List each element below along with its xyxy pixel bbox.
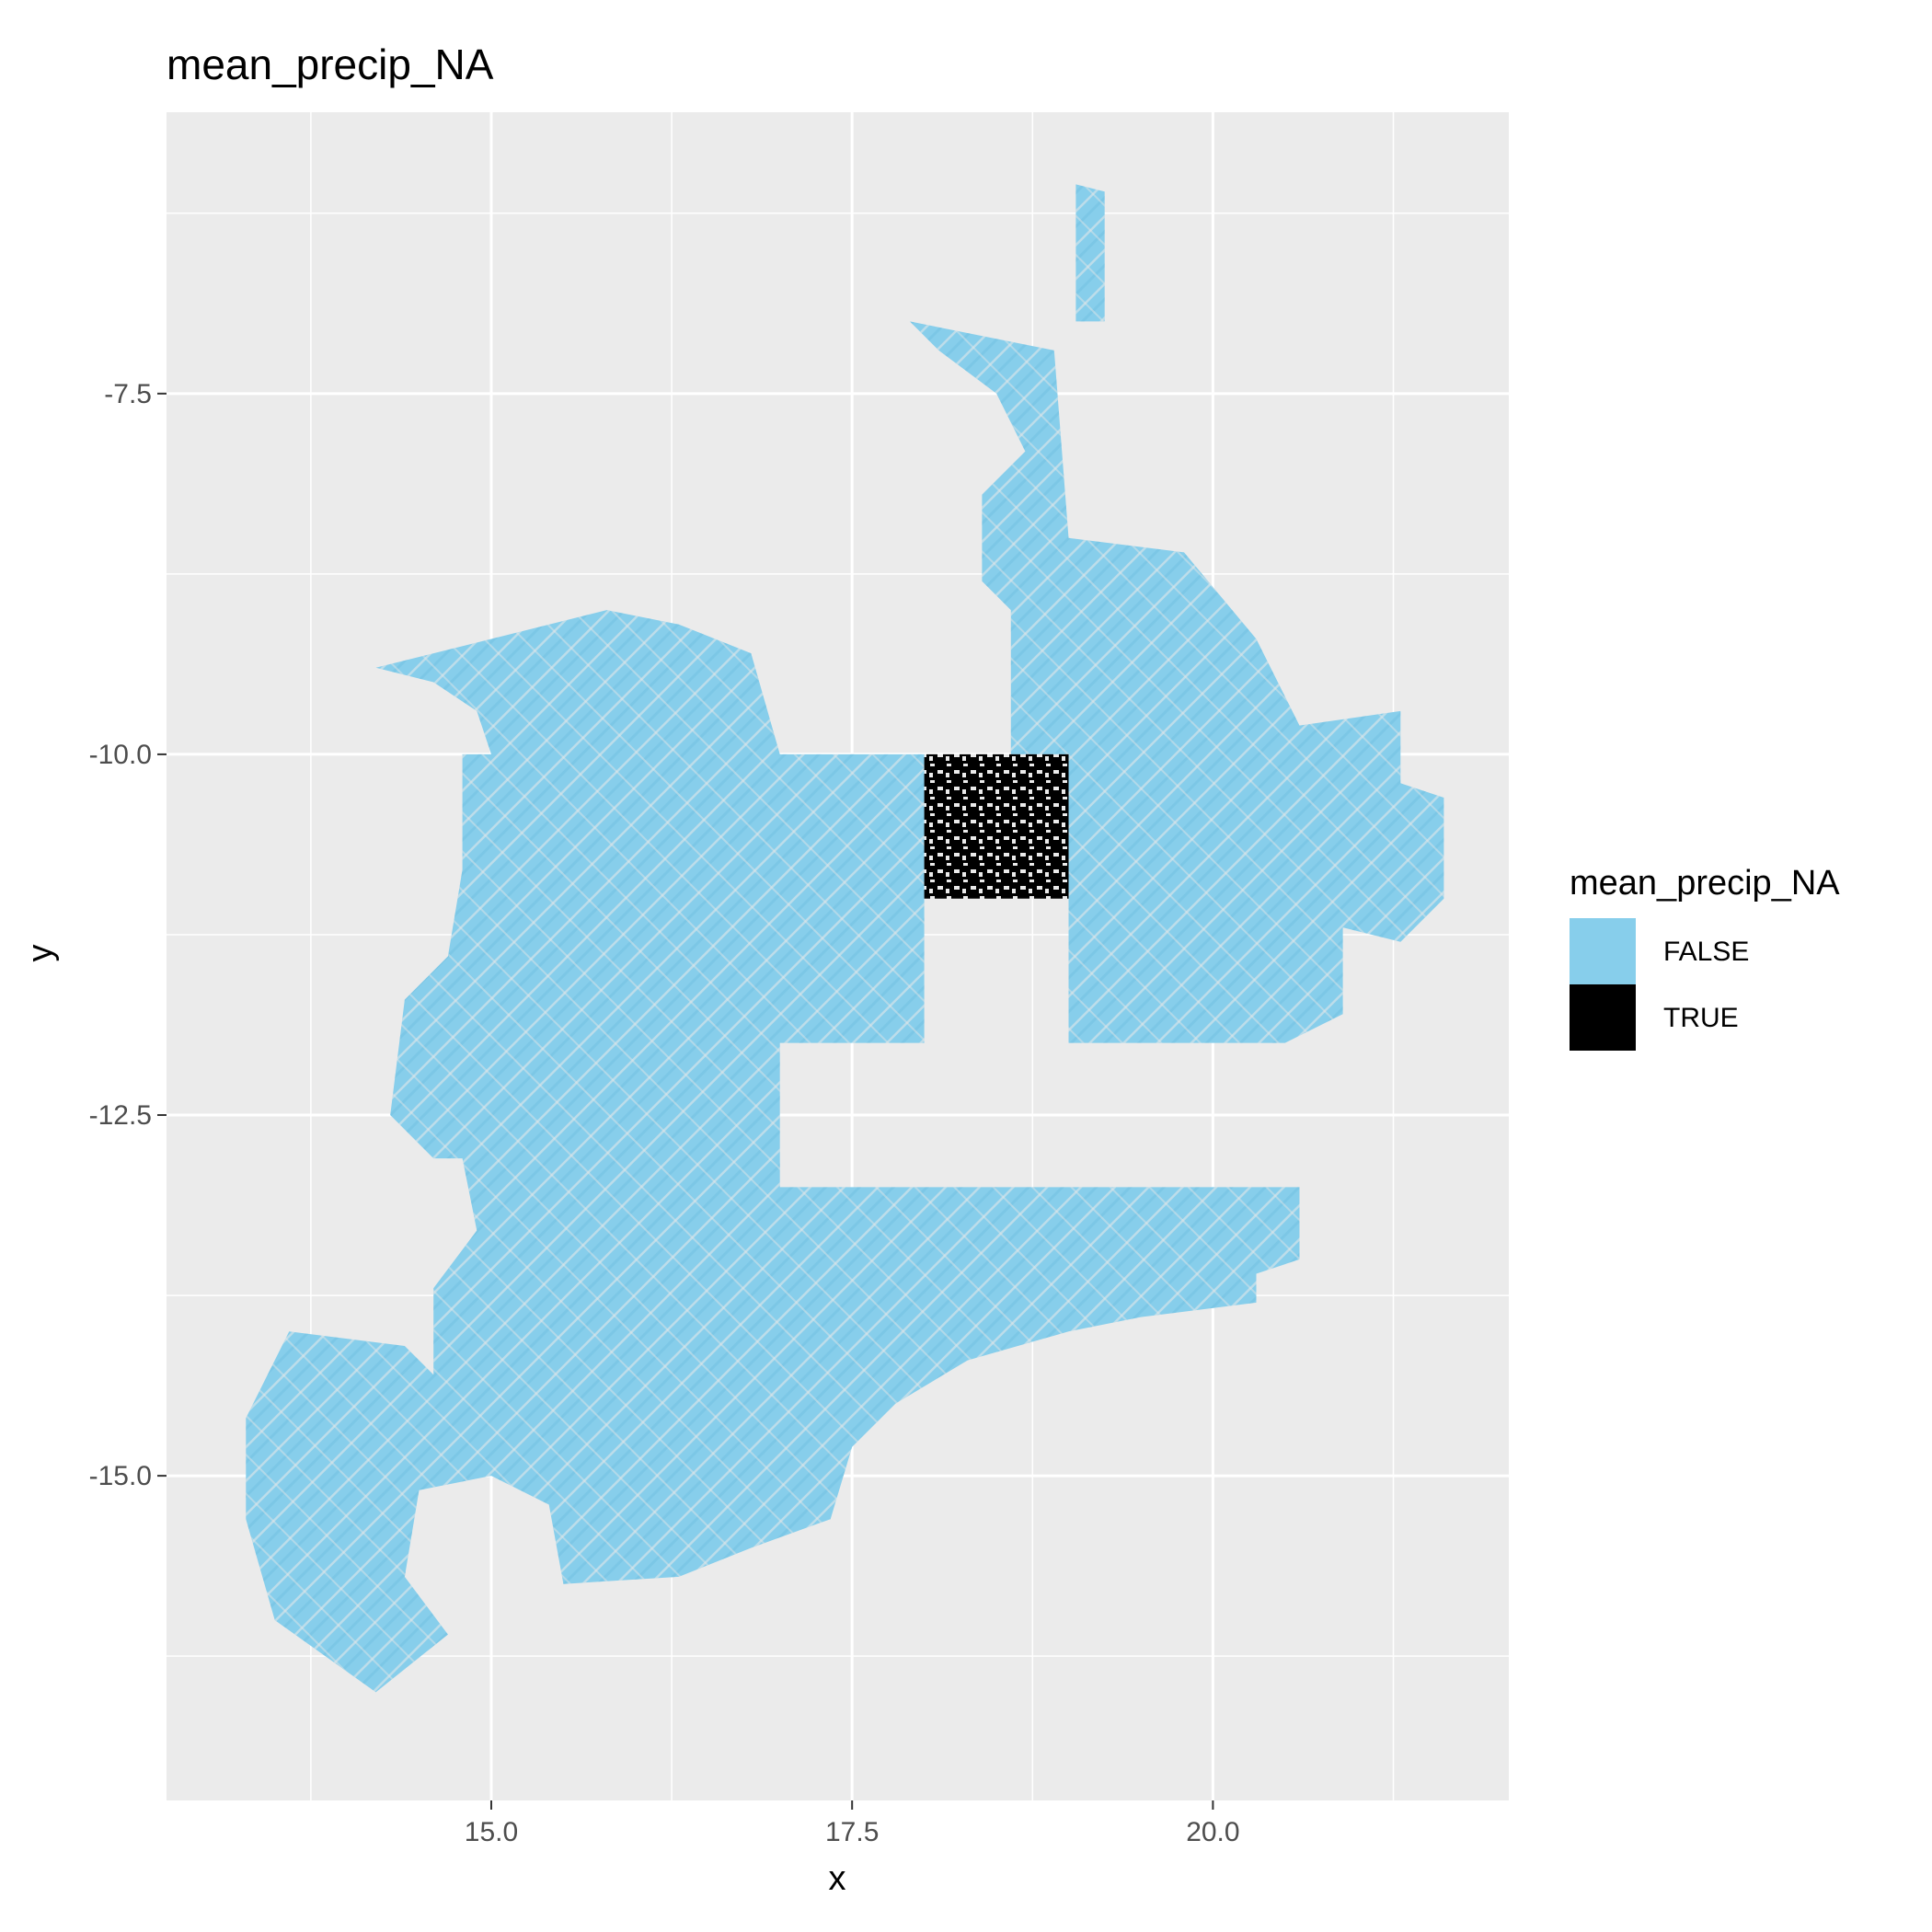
x-tick-label: 17.5 bbox=[825, 1817, 879, 1847]
region-texture bbox=[246, 610, 1300, 1693]
chart-title: mean_precip_NA bbox=[167, 40, 494, 88]
legend-label-false: FALSE bbox=[1663, 937, 1749, 967]
legend-title: mean_precip_NA bbox=[1570, 864, 1840, 903]
y-axis: -7.5 -10.0 -12.5 -15.0 bbox=[89, 379, 167, 1491]
y-tick-label: -15.0 bbox=[89, 1461, 152, 1491]
y-tick-label: -7.5 bbox=[104, 379, 152, 409]
region-texture bbox=[909, 321, 1444, 1043]
x-axis: 15.0 17.5 20.0 bbox=[465, 1800, 1240, 1847]
x-tick-label: 20.0 bbox=[1186, 1817, 1239, 1847]
region-texture bbox=[1075, 184, 1105, 322]
legend-key-true bbox=[1570, 984, 1636, 1051]
raster-regions bbox=[246, 184, 1444, 1693]
y-tick-label: -10.0 bbox=[89, 740, 152, 770]
legend-key-false bbox=[1570, 918, 1636, 984]
y-tick-label: -12.5 bbox=[89, 1100, 152, 1131]
region-true bbox=[924, 753, 1069, 899]
x-axis-title: x bbox=[829, 1859, 846, 1898]
y-axis-title: y bbox=[21, 945, 60, 962]
legend: mean_precip_NA FALSE TRUE bbox=[1570, 864, 1840, 1051]
legend-label-true: TRUE bbox=[1663, 1003, 1739, 1033]
x-tick-label: 15.0 bbox=[465, 1817, 518, 1847]
